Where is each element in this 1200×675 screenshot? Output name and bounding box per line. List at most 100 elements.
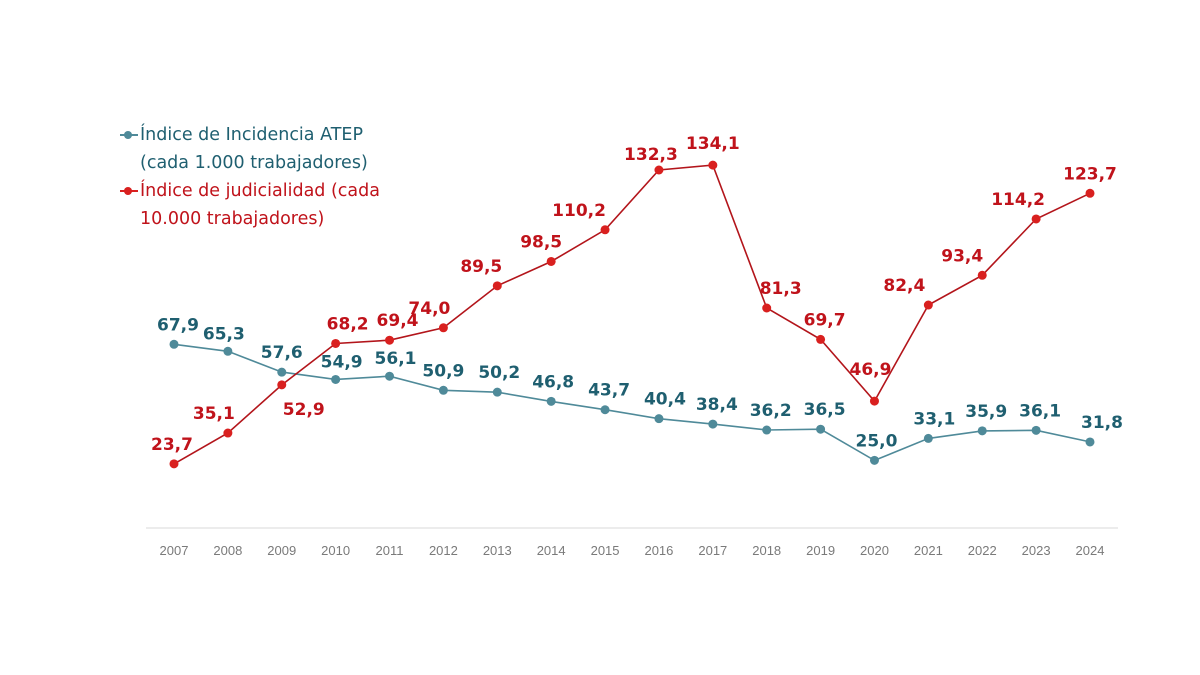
incidencia-data-label: 33,1 [913, 409, 955, 429]
x-tick-label: 2009 [267, 543, 296, 558]
judicialidad-point [654, 165, 664, 175]
x-tick-label: 2016 [644, 543, 673, 558]
incidencia-point [277, 367, 287, 377]
judicialidad-data-label: 89,5 [460, 257, 502, 277]
judicialidad-point [438, 323, 448, 333]
x-tick-label: 2010 [321, 543, 350, 558]
judicialidad-data-label: 134,1 [686, 134, 740, 154]
x-tick-label: 2022 [968, 543, 997, 558]
x-tick-label: 2021 [914, 543, 943, 558]
incidencia-line [173, 343, 1091, 462]
incidencia-point [654, 414, 664, 424]
incidencia-data-label: 35,9 [965, 402, 1007, 422]
incidencia-point [169, 339, 179, 349]
incidencia-point [385, 371, 395, 381]
judicialidad-point [385, 335, 395, 345]
data-labels-judicialidad: 23,735,1 52,9 68,2 69,474,0 89,5 98,5 110,2 132… [151, 134, 1117, 455]
judicialidad-data-label: 68,2 [327, 314, 369, 334]
x-tick-label: 2020 [860, 543, 889, 558]
incidencia-data-label: 56,1 [375, 349, 417, 369]
x-tick-label: 2024 [1076, 543, 1105, 558]
judicialidad-point [869, 396, 879, 406]
incidencia-point [492, 387, 502, 397]
incidencia-point [600, 405, 610, 415]
judicialidad-data-label: 93,4 [941, 246, 983, 266]
incidencia-data-label: 31,8 [1081, 413, 1123, 433]
judicialidad-data-label: 69,4 [377, 311, 419, 331]
judicialidad-data-label: 23,7 [151, 435, 193, 455]
incidencia-data-label: 57,6 [261, 343, 303, 363]
legend-item-incidencia-atep: Índice de Incidencia ATEP (cada 1.000 tr… [120, 121, 380, 177]
judicialidad-data-label: 46,9 [849, 360, 891, 380]
judicialidad-point [223, 428, 233, 438]
x-tick-label: 2017 [698, 543, 727, 558]
judicialidad-point [600, 225, 610, 235]
x-tick-label: 2012 [429, 543, 458, 558]
judicialidad-point [277, 380, 287, 390]
x-tick-label: 2023 [1022, 543, 1051, 558]
incidencia-point [223, 346, 233, 356]
judicialidad-data-label: 52,9 [283, 400, 325, 420]
judicialidad-point [1031, 214, 1041, 224]
x-axis-ticks: 2007 2008 2009 2010 2011 2012 2013 2014 2015 2016… [160, 543, 1105, 558]
incidencia-data-label: 50,2 [478, 363, 520, 383]
incidencia-point [331, 374, 341, 384]
judicialidad-point [923, 300, 933, 310]
legend-label-line-1: Índice de judicialidad (cada [140, 181, 380, 201]
incidencia-data-label: 43,7 [588, 381, 630, 401]
judicialidad-data-label: 81,3 [760, 279, 802, 299]
incidencia-point [546, 396, 556, 406]
x-tick-label: 2014 [537, 543, 566, 558]
x-tick-label: 2019 [806, 543, 835, 558]
legend-label-line-2: 10.000 trabajadores) [140, 209, 325, 229]
judicialidad-data-label: 123,7 [1063, 164, 1117, 184]
x-tick-label: 2018 [752, 543, 781, 558]
incidencia-data-label: 65,3 [203, 324, 245, 344]
legend: Índice de Incidencia ATEP (cada 1.000 tr… [120, 121, 380, 233]
judicialidad-data-label: 98,5 [520, 232, 562, 252]
judicialidad-point [546, 256, 556, 266]
incidencia-point [708, 419, 718, 429]
incidencia-data-label: 38,4 [696, 395, 738, 415]
incidencia-point [977, 426, 987, 436]
judicialidad-point [708, 160, 718, 170]
legend-marker-teal-icon [120, 131, 138, 139]
incidencia-point [1085, 437, 1095, 447]
x-tick-label: 2013 [483, 543, 512, 558]
legend-label-line-1: Índice de Incidencia ATEP [140, 125, 363, 145]
x-tick-label: 2007 [160, 543, 189, 558]
x-tick-label: 2015 [591, 543, 620, 558]
judicialidad-point [1085, 188, 1095, 198]
legend-label-line-2: (cada 1.000 trabajadores) [140, 153, 368, 173]
incidencia-point [762, 425, 772, 435]
incidencia-data-label: 46,8 [532, 372, 574, 392]
judicialidad-point [169, 459, 179, 469]
judicialidad-data-label: 110,2 [552, 201, 606, 221]
incidencia-point [869, 455, 879, 465]
legend-item-judicialidad: Índice de judicialidad (cada 10.000 trab… [120, 177, 380, 233]
incidencia-point [1031, 425, 1041, 435]
judicialidad-point [331, 338, 341, 348]
incidencia-point [923, 433, 933, 443]
judicialidad-data-label: 114,2 [991, 190, 1045, 210]
judicialidad-line [173, 164, 1091, 465]
data-labels-incidencia-atep: 67,9 65,3 57,6 54,9 56,150,9 50,2 46,8 43,7 40,4… [157, 315, 1123, 451]
incidencia-data-label: 54,9 [321, 352, 363, 372]
incidencia-data-label: 25,0 [855, 431, 897, 451]
judicialidad-data-label: 82,4 [883, 276, 925, 296]
judicialidad-data-label: 132,3 [624, 145, 678, 165]
judicialidad-data-label: 69,7 [804, 310, 846, 330]
judicialidad-point [816, 334, 826, 344]
judicialidad-point [492, 281, 502, 291]
incidencia-point [816, 424, 826, 434]
incidencia-data-label: 40,4 [644, 390, 686, 410]
judicialidad-data-label: 35,1 [193, 404, 235, 424]
legend-marker-red-icon [120, 187, 138, 195]
incidencia-data-label: 36,1 [1019, 401, 1061, 421]
incidencia-data-label: 36,2 [750, 401, 792, 421]
series-judicialidad [169, 160, 1095, 469]
x-tick-label: 2011 [376, 543, 404, 558]
judicialidad-point [977, 270, 987, 280]
series-incidencia-atep [169, 339, 1095, 465]
